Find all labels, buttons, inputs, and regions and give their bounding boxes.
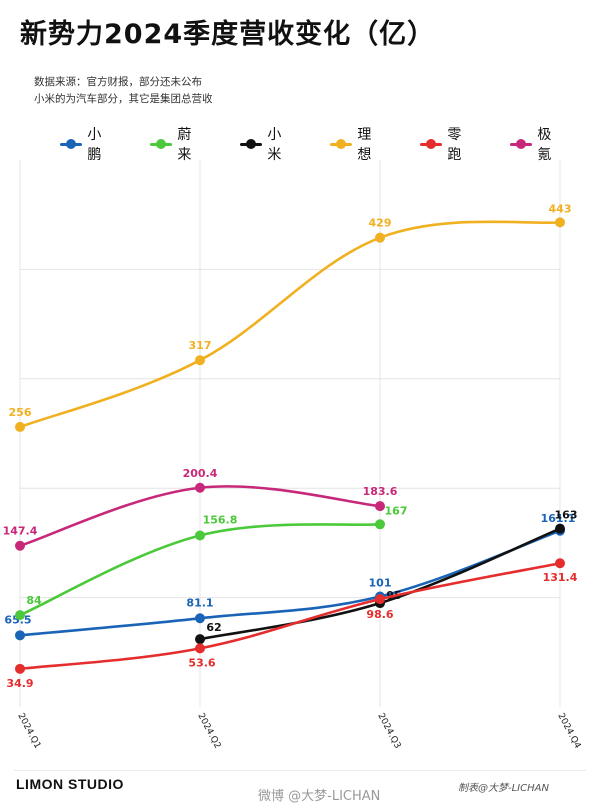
legend-item: 蔚来: [150, 124, 202, 164]
legend-marker: [150, 139, 172, 149]
data-label: 84: [26, 594, 42, 607]
data-source-note: 数据来源：官方财报，部分还未公布: [34, 76, 202, 88]
data-point: [15, 663, 25, 674]
x-tick-label: 2024.Q4: [555, 712, 582, 750]
footer-divider: [14, 770, 586, 771]
data-point: [195, 634, 205, 645]
data-point: [15, 421, 25, 432]
data-point: [15, 630, 25, 641]
legend-marker: [420, 139, 442, 149]
scope-note: 小米的为汽车部分，其它是集团总营收: [34, 93, 213, 105]
page-title: 新势力2024季度营收变化（亿）: [20, 19, 436, 50]
legend-label: 小米: [267, 127, 282, 163]
data-point: [375, 232, 385, 243]
series-零跑: 34.9 53.6 98.6 131.4: [6, 558, 578, 690]
data-label: 256: [9, 406, 32, 419]
data-label: 62: [206, 621, 221, 634]
data-point: [195, 482, 205, 493]
chart-credit: 制表@大梦-LICHAN: [458, 783, 549, 794]
data-point: [15, 610, 25, 621]
x-tick-label: 2024.Q3: [375, 712, 402, 750]
data-point: [555, 217, 565, 228]
data-label: 98.6: [366, 608, 393, 621]
legend-label: 理想: [357, 127, 372, 163]
data-point: [15, 540, 25, 551]
legend-item: 极氪: [510, 124, 562, 164]
legend-marker: [510, 139, 532, 149]
data-label: 53.6: [188, 656, 215, 669]
legend-label: 小鹏: [87, 127, 102, 163]
data-label: 65.5: [4, 613, 31, 626]
legend-item: 小鹏: [60, 124, 112, 164]
legend-label: 零跑: [447, 127, 462, 163]
data-point: [375, 519, 385, 530]
line-chart: 2024.Q1 2024.Q2 2024.Q3 2024.Q4 65.5 81.1 101 1…: [3, 160, 582, 750]
watermark: 微博 @大梦-LICHAN: [258, 789, 381, 804]
data-point: [555, 558, 565, 569]
series-line: [18, 220, 562, 429]
data-label: 183.6: [363, 485, 398, 498]
data-label: 163: [555, 509, 578, 522]
data-label: 443: [549, 202, 572, 215]
data-label: 81.1: [186, 596, 213, 609]
legend-marker: [240, 139, 262, 149]
studio-brand: LIMON STUDIO: [16, 776, 124, 792]
x-tick-label: 2024.Q2: [195, 712, 222, 750]
data-label: 147.4: [3, 525, 38, 538]
data-label: 317: [189, 339, 212, 352]
series-line: [18, 529, 562, 637]
data-label: 156.8: [203, 513, 238, 526]
series-line: [18, 561, 562, 671]
legend-label: 极氪: [537, 127, 552, 163]
data-point: [375, 594, 385, 605]
series-理想: 256 317 429 443: [9, 202, 572, 432]
data-point: [195, 643, 205, 654]
data-label: 429: [369, 217, 392, 230]
data-point: [375, 501, 385, 512]
chart-legend: 小鹏 蔚来 小米 理想 零跑 极氪: [60, 124, 600, 164]
data-label: 167: [385, 504, 408, 517]
legend-label: 蔚来: [177, 127, 192, 163]
data-label: 161.1: [541, 512, 576, 525]
data-point: [555, 523, 565, 534]
legend-item: 小米: [240, 124, 292, 164]
data-point: [195, 530, 205, 541]
legend-marker: [330, 139, 352, 149]
series-蔚来: 84 156.8 167: [15, 504, 408, 621]
data-label: 200.4: [183, 467, 218, 480]
series-极氪: 147.4 200.4 183.6: [3, 467, 398, 551]
x-tick-label: 2024.Q1: [15, 712, 42, 750]
legend-item: 零跑: [420, 124, 472, 164]
data-label: 131.4: [543, 571, 578, 584]
data-label: 34.9: [6, 677, 33, 690]
legend-marker: [60, 139, 82, 149]
data-label: 101: [369, 577, 392, 590]
legend-item: 理想: [330, 124, 382, 164]
data-point: [195, 355, 205, 366]
data-point: [195, 613, 205, 624]
